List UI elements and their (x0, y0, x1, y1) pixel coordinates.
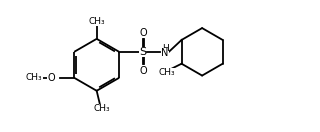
Text: O: O (139, 66, 147, 76)
Text: CH₃: CH₃ (159, 68, 176, 77)
Text: N: N (161, 48, 168, 58)
Text: S: S (139, 47, 147, 57)
Text: CH₃: CH₃ (94, 104, 110, 113)
Text: CH₃: CH₃ (88, 17, 105, 26)
Text: O: O (139, 28, 147, 38)
Text: O: O (47, 73, 55, 83)
Text: H: H (162, 44, 169, 53)
Text: CH₃: CH₃ (26, 73, 43, 82)
